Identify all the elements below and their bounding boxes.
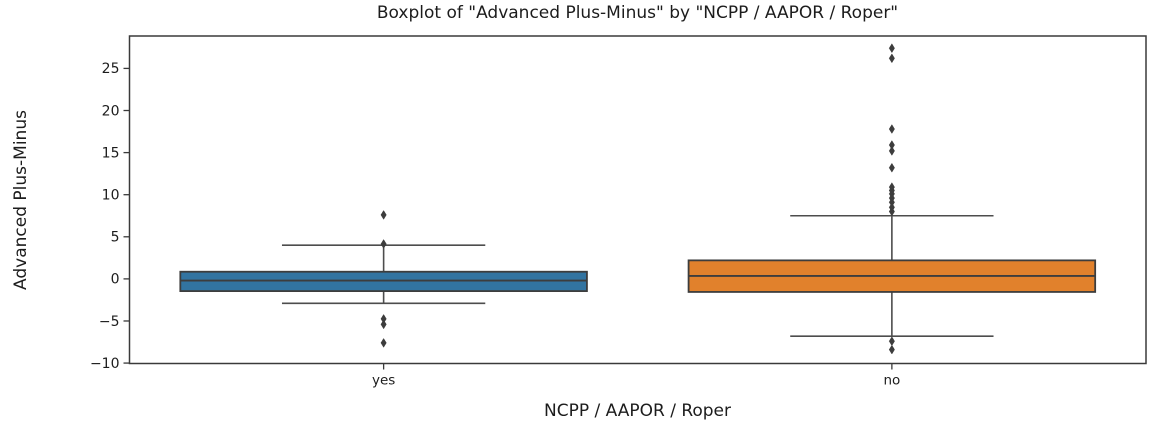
y-tick-label: 0	[111, 272, 120, 288]
outlier-no	[888, 344, 895, 355]
y-tick-label: −10	[90, 356, 120, 372]
outlier-no	[888, 146, 895, 156]
x-tick-label: no	[883, 373, 900, 389]
chart-title: Boxplot of "Advanced Plus-Minus" by "NCP…	[376, 3, 899, 23]
outlier-yes	[380, 239, 387, 249]
outlier-yes	[380, 210, 387, 220]
x-axis-label: NCPP / AAPOR / Roper	[543, 401, 732, 421]
outlier-yes	[380, 319, 387, 330]
y-tick-label: 20	[102, 103, 120, 119]
y-tick-label: 5	[111, 230, 120, 246]
y-tick-label: −5	[99, 314, 120, 330]
y-tick-label: 15	[102, 145, 120, 161]
outlier-no	[888, 53, 895, 64]
outlier-no	[888, 162, 895, 173]
outlier-no	[888, 206, 895, 217]
x-tick-label: yes	[372, 373, 395, 389]
outlier-yes	[380, 337, 387, 348]
outlier-no	[888, 124, 895, 134]
outlier-no	[888, 43, 895, 54]
y-tick-label: 10	[102, 187, 120, 203]
y-tick-label: 25	[102, 61, 120, 77]
axes-frame	[128, 35, 1147, 365]
